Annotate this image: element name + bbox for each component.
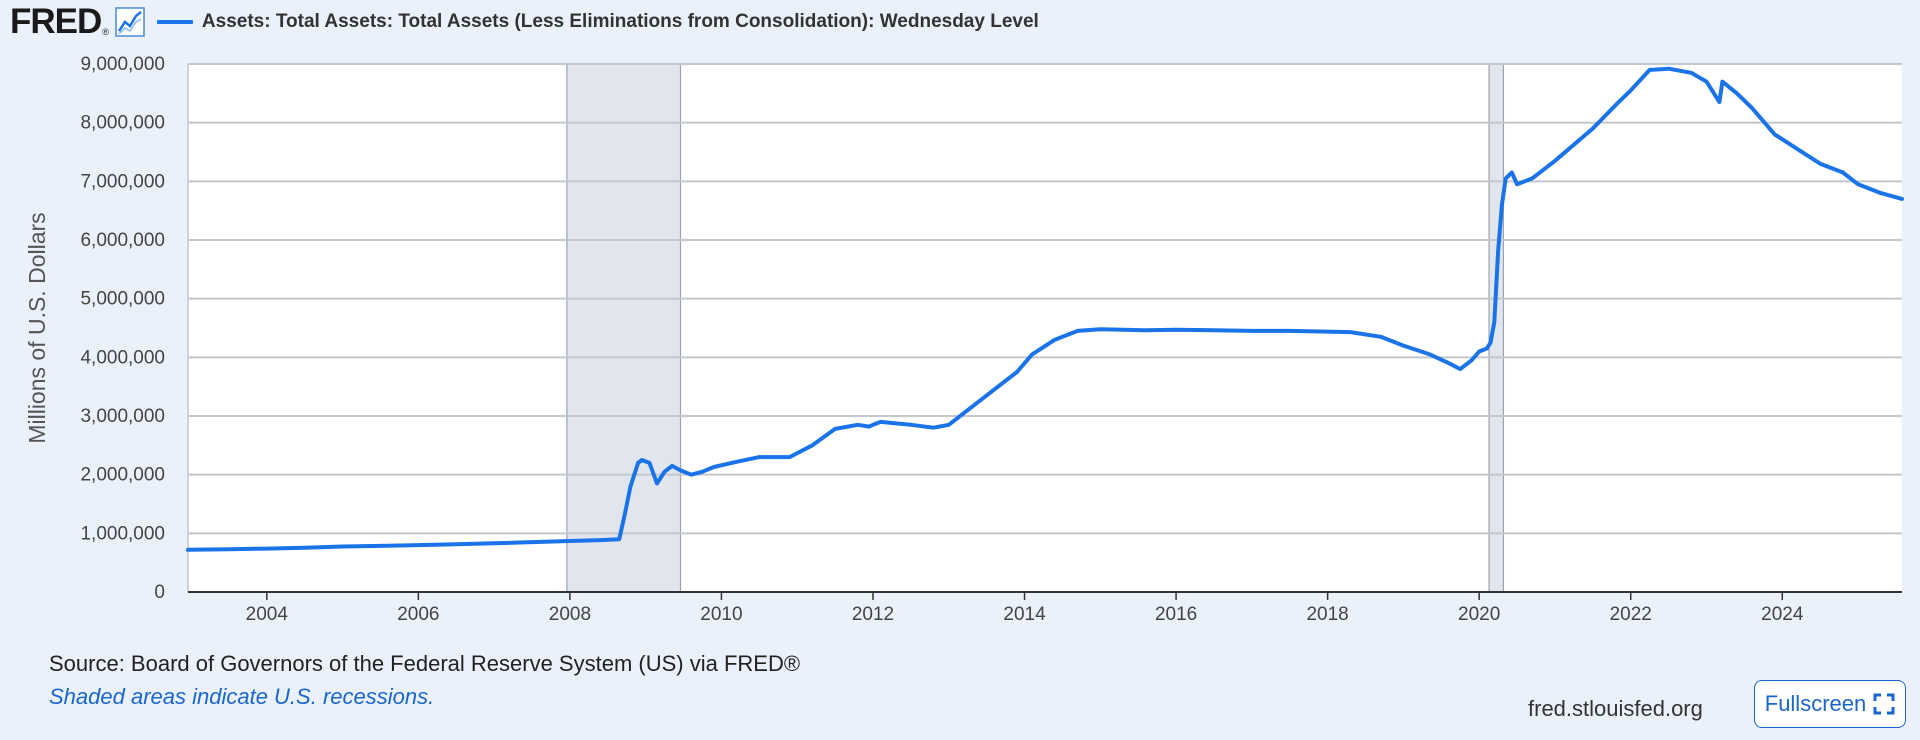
x-tick-label-2004: 2004	[246, 604, 289, 625]
y-tick-label-2: 2,000,000	[80, 465, 165, 486]
legend-series-swatch	[156, 20, 193, 24]
x-axis: 2004 2006 2008 2010 2012 2014 2016 2018 2020 2022…	[188, 591, 1902, 625]
y-axis: 0 1,000,000 2,000,000 3,000,000 4,000,000 5,0…	[80, 54, 165, 603]
x-tick-label-2014: 2014	[1003, 604, 1046, 625]
y-tick-label-4: 4,000,000	[80, 347, 165, 368]
x-tick-label-2010: 2010	[700, 604, 742, 625]
recession-note: Shaded areas indicate U.S. recessions.	[49, 684, 435, 709]
series-line-1	[186, 66, 1904, 552]
y-tick-label-6: 6,000,000	[80, 230, 165, 251]
series-group	[186, 66, 1904, 552]
x-tick-label-2022: 2022	[1610, 604, 1652, 625]
graph-header: FRED ® Assets: Total Assets: Total Asset…	[10, 4, 1039, 40]
y-tick-label-7: 7,000,000	[80, 171, 165, 192]
x-tick-label-2006: 2006	[397, 604, 439, 625]
x-tick-label-2020: 2020	[1458, 604, 1500, 625]
legend-series-label[interactable]: Assets: Total Assets: Total Assets (Less…	[201, 11, 1039, 32]
site-url[interactable]: fred.stlouisfed.org	[1528, 696, 1703, 721]
y-tick-label-8: 8,000,000	[80, 113, 165, 134]
y-axis-label: Millions of U.S. Dollars	[24, 212, 50, 443]
x-tick-label-2008: 2008	[549, 604, 591, 625]
recession-band-2	[1489, 64, 1504, 592]
y-tick-label-0: 0	[154, 582, 165, 603]
y-tick-label-3: 3,000,000	[80, 406, 165, 427]
source-note: Source: Board of Governors of the Federa…	[49, 651, 801, 676]
plot-area	[188, 64, 1902, 592]
x-tick-label-2016: 2016	[1155, 604, 1197, 625]
x-tick-label-2024: 2024	[1761, 604, 1804, 625]
recession-band-1	[566, 64, 681, 592]
expand-icon	[1873, 693, 1895, 715]
chart: 2004 2006 2008 2010 2012 2014 2016 2018 2020 2022…	[24, 54, 1904, 625]
fred-logo-registered-mark: ®	[102, 27, 109, 37]
gridlines	[187, 63, 1902, 592]
y-tick-label-9: 9,000,000	[80, 54, 165, 75]
line-chart-icon	[115, 7, 145, 37]
y-tick-label-5: 5,000,000	[80, 289, 165, 310]
fullscreen-button[interactable]: Fullscreen	[1754, 680, 1906, 728]
x-tick-label-2018: 2018	[1306, 604, 1348, 625]
x-tick-label-2012: 2012	[852, 604, 894, 625]
fullscreen-label: Fullscreen	[1764, 691, 1867, 716]
recession-shading-group	[566, 64, 1505, 592]
fred-logo[interactable]: FRED	[10, 2, 102, 41]
y-tick-label-1: 1,000,000	[80, 523, 165, 544]
